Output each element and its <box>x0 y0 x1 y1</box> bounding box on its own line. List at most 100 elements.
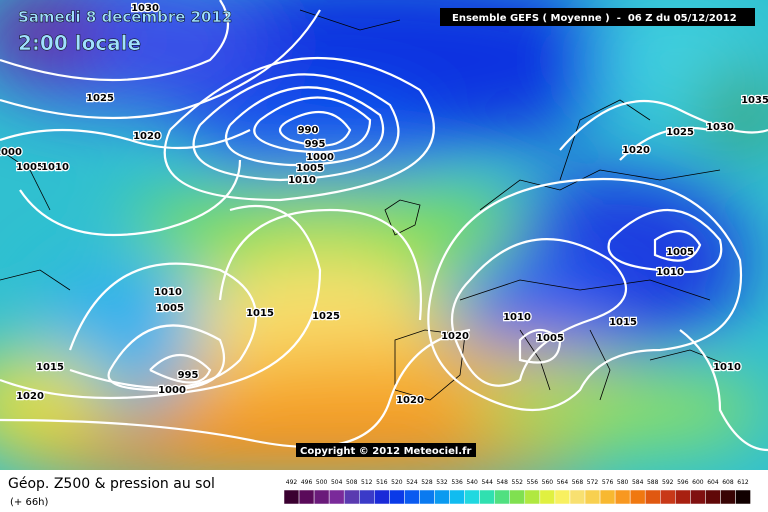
legend-label: 500 <box>316 479 328 486</box>
isobar-label: 1025 <box>86 93 114 104</box>
legend-label: 556 <box>527 479 539 486</box>
isobar-label: 1020 <box>441 331 469 342</box>
legend-swatch <box>569 489 586 505</box>
isobar-label: 1030 <box>131 3 159 14</box>
isobar-label: 1010 <box>656 267 684 278</box>
legend-swatch <box>554 489 571 505</box>
isobar-label: 1025 <box>312 311 340 322</box>
legend-swatch <box>464 489 480 505</box>
isobar-label: 1010 <box>288 175 316 186</box>
legend-label: 536 <box>451 479 463 486</box>
isobar-label: 1035 <box>741 95 768 106</box>
isobar-label: 990 <box>298 125 319 136</box>
legend-label: 544 <box>481 479 493 486</box>
legend-swatch <box>584 489 601 505</box>
legend-swatch <box>298 489 315 505</box>
legend-label: 540 <box>466 479 478 486</box>
isobar-label: 1020 <box>622 145 650 156</box>
legend-label: 508 <box>346 479 358 486</box>
isobar-label: 1010 <box>713 362 741 373</box>
date: Samedi 8 decembre 2012 <box>18 8 232 26</box>
legend-label: 516 <box>376 479 388 486</box>
isobar-label: 1010 <box>154 287 182 298</box>
time: 2:00 locale <box>18 31 141 55</box>
legend-label: 580 <box>617 479 629 486</box>
isobar-label: 1005 <box>156 303 184 314</box>
isobar-label: 995 <box>305 139 326 150</box>
legend-label: 604 <box>707 479 719 486</box>
legend-label: 584 <box>632 479 644 486</box>
isobar-label: 1010 <box>41 162 69 173</box>
legend-swatch <box>690 489 706 505</box>
legend-swatch <box>389 489 405 505</box>
legend-label: 612 <box>737 479 749 486</box>
isobar-label: 1020 <box>16 391 44 402</box>
isobar-label: 1005 <box>296 163 324 174</box>
legend-label: 524 <box>406 479 418 486</box>
legend-label: 588 <box>647 479 659 486</box>
isobar-labels: 1030102510201000100510109909951000100510… <box>0 2 768 408</box>
legend-swatch <box>629 489 646 505</box>
isobar-label: 1030 <box>706 122 734 133</box>
legend-swatch <box>524 489 541 505</box>
legend: 492 496 500 504 508 512 516 520 524 528 532 536 540 5… <box>283 479 751 505</box>
isobar-label: 1015 <box>246 308 274 319</box>
legend-label: 528 <box>421 479 433 486</box>
footer-title: Géop. Z500 & pression au sol <box>8 476 215 492</box>
legend-swatch <box>419 489 435 505</box>
legend-label: 504 <box>331 479 343 486</box>
legend-swatch <box>644 489 661 505</box>
legend-swatch <box>614 489 631 505</box>
isobar-label: 1020 <box>396 395 424 406</box>
isobar-label: 1020 <box>133 131 161 142</box>
isobar-label: 1000 <box>0 147 22 158</box>
legend-label: 520 <box>391 479 403 486</box>
legend-swatch <box>283 489 300 505</box>
isobar-label: 1005 <box>16 162 44 173</box>
legend-swatch <box>328 489 345 505</box>
run: Ensemble GEFS ( Moyenne ) - 06 Z du 05/1… <box>452 13 737 24</box>
legend-swatch <box>675 489 691 505</box>
legend-label: 532 <box>436 479 448 486</box>
legend-swatch <box>343 489 360 505</box>
isobar-label: 1005 <box>536 333 564 344</box>
legend-label: 592 <box>662 479 674 486</box>
legend-swatch <box>494 489 511 505</box>
run-box <box>440 8 755 26</box>
legend-swatch <box>599 489 616 505</box>
legend-swatch <box>313 489 330 505</box>
isobar-label: 1000 <box>158 385 186 396</box>
legend-swatch <box>539 489 556 505</box>
legend-label: 492 <box>286 479 298 486</box>
field <box>0 0 768 470</box>
legend-label: 596 <box>677 479 689 486</box>
legend-label: 496 <box>301 479 313 486</box>
legend-label: 512 <box>361 479 373 486</box>
legend-label: 560 <box>542 479 554 486</box>
legend-label: 564 <box>557 479 569 486</box>
legend-swatch <box>374 489 390 505</box>
isobar-label: 995 <box>178 370 199 381</box>
legend-label: 576 <box>602 479 614 486</box>
isobar-label: 1010 <box>503 312 531 323</box>
legend-label: 568 <box>572 479 584 486</box>
isobar-label: 1015 <box>609 317 637 328</box>
legend-label: 552 <box>512 479 524 486</box>
legend-swatch <box>705 489 721 505</box>
isobar-label: 1005 <box>666 247 694 258</box>
legend-swatch <box>720 489 736 505</box>
legend-swatch <box>509 489 526 505</box>
legend-label: 600 <box>692 479 704 486</box>
legend-swatch <box>660 489 676 505</box>
legend-swatch <box>449 489 465 505</box>
legend-label: 572 <box>587 479 599 486</box>
legend-swatch <box>479 489 495 505</box>
copyright: Copyright © 2012 Meteociel.fr <box>300 446 471 457</box>
legend-swatch <box>434 489 450 505</box>
legend-label: 548 <box>496 479 508 486</box>
isobar-label: 1000 <box>306 152 334 163</box>
legend-swatch <box>404 489 420 505</box>
copyright-box <box>296 443 476 457</box>
isobar-label: 1015 <box>36 362 64 373</box>
